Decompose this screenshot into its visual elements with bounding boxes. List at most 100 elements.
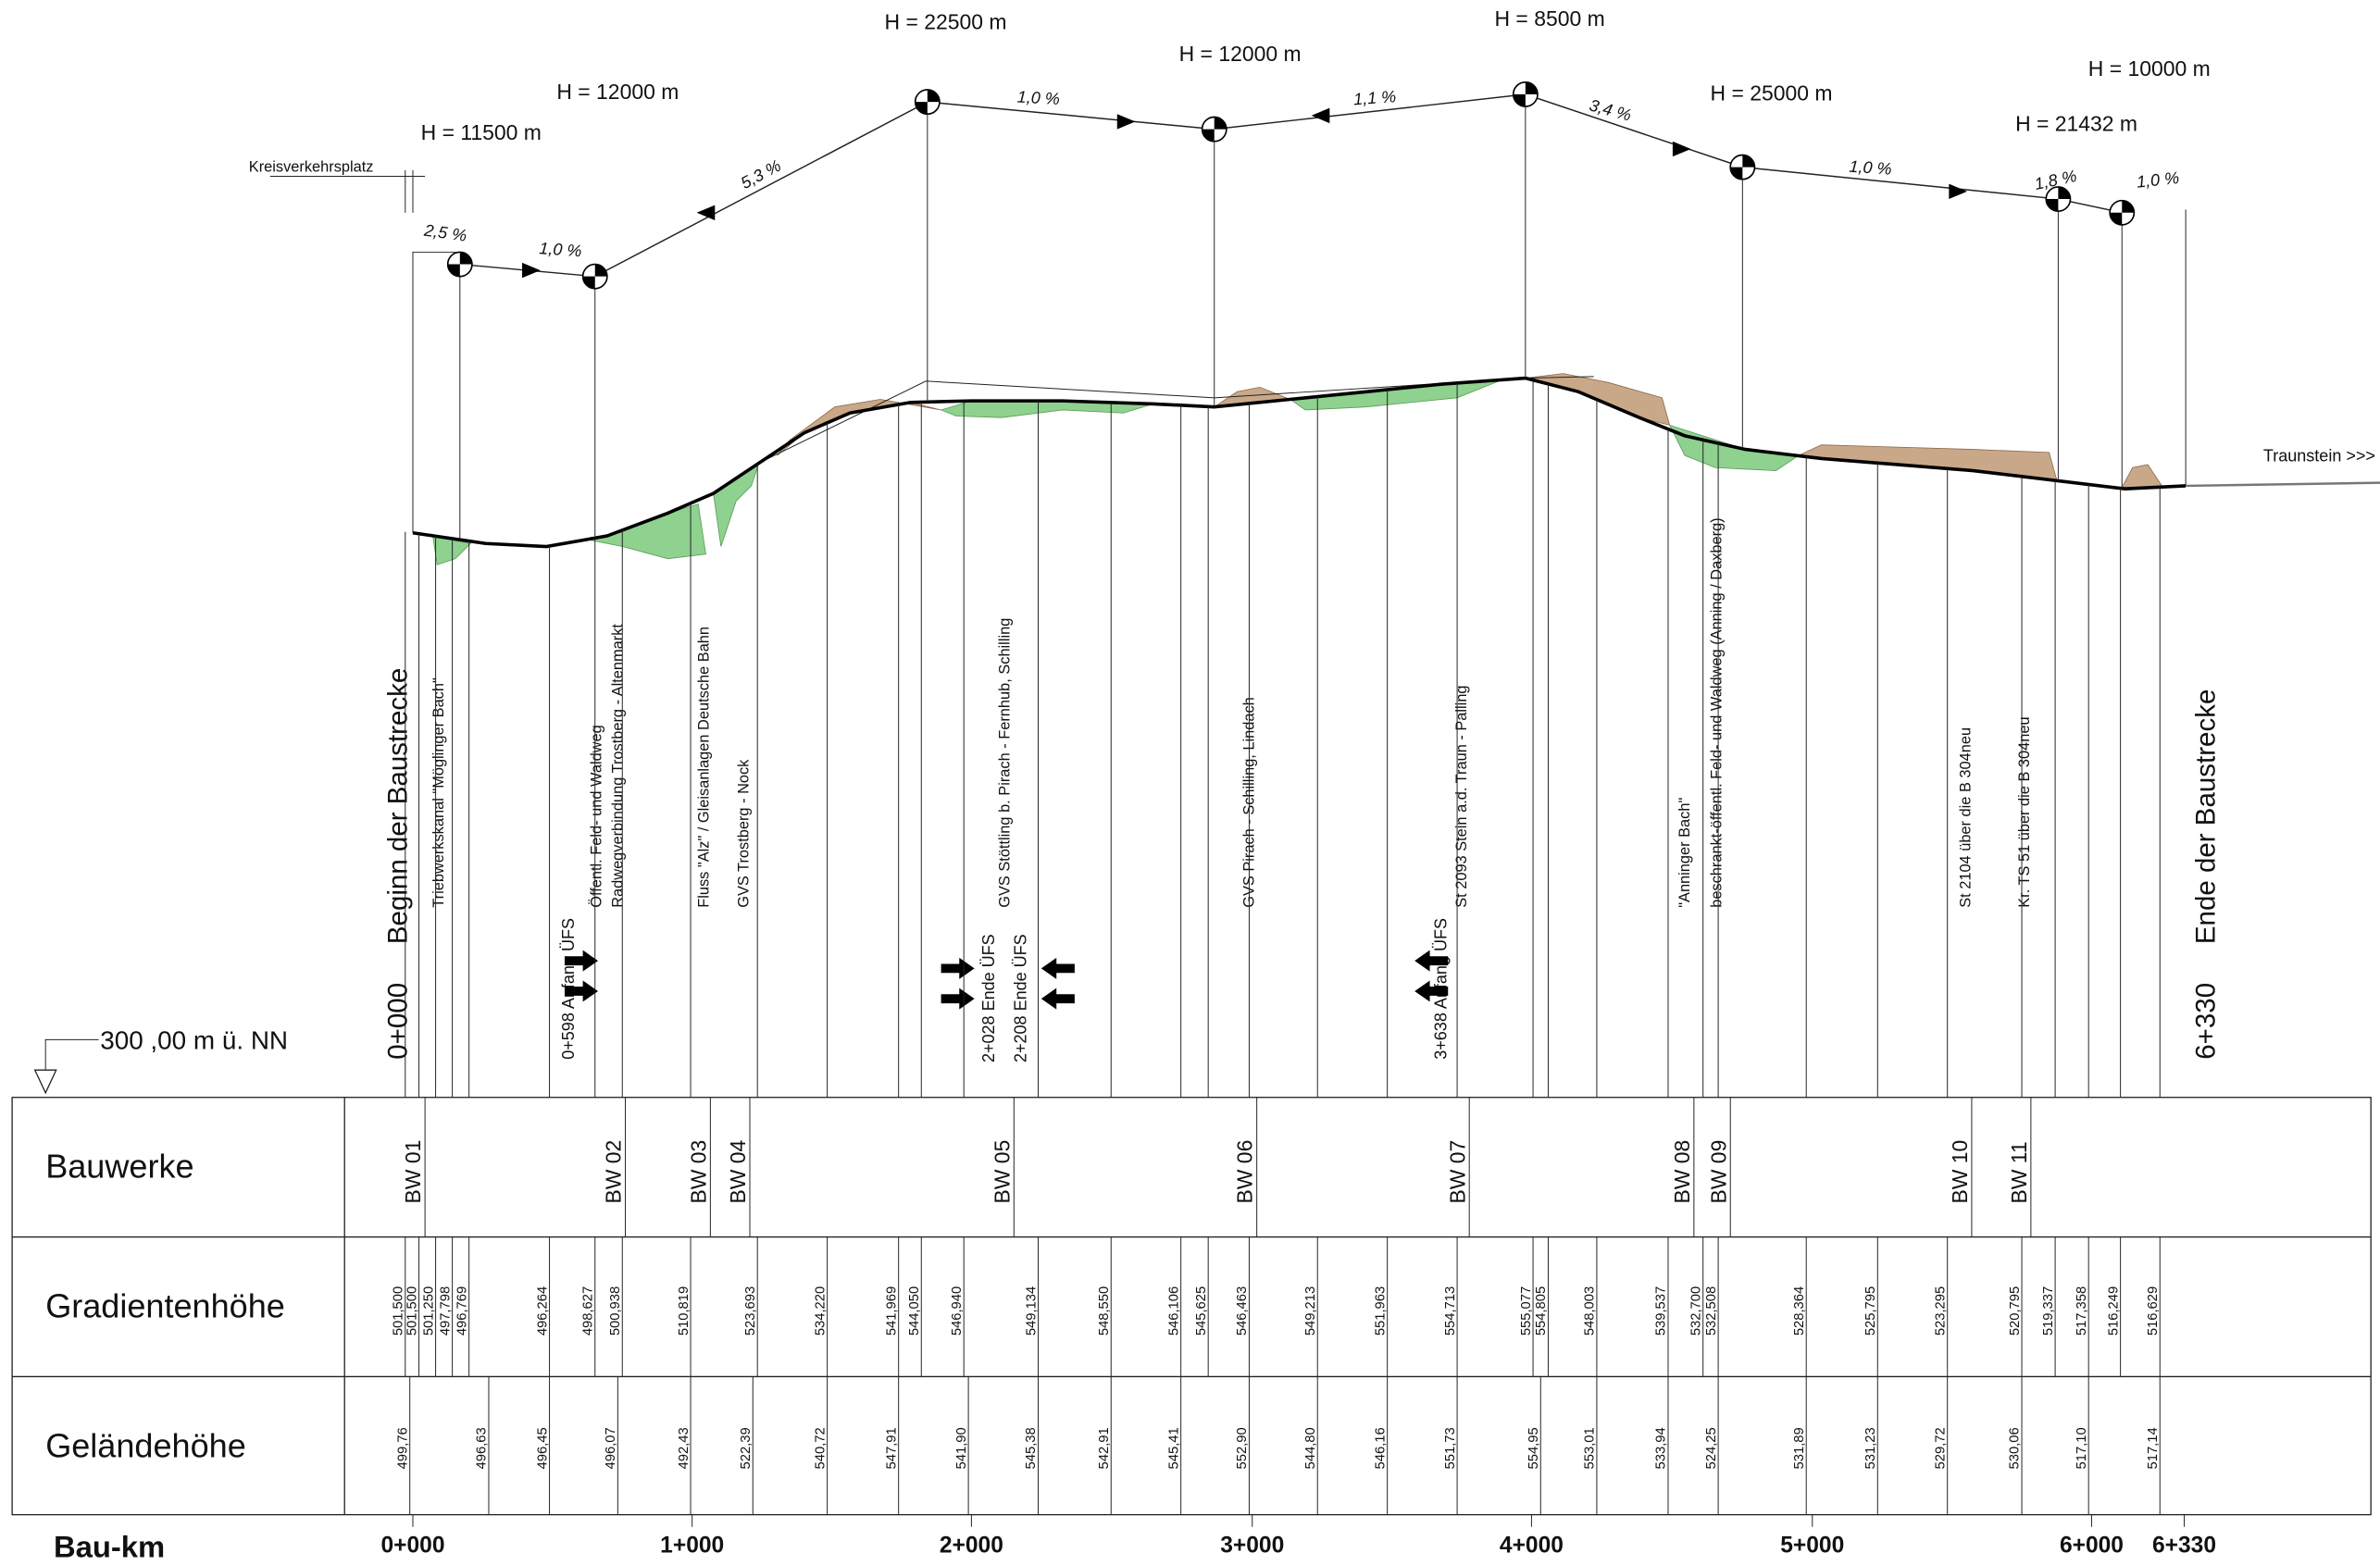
ufs-arrow [564,980,599,1002]
gradient-height: 517,358 [2075,1286,2089,1335]
row-header: Geländehöhe [45,1426,246,1464]
ground-height: 545,38 [1024,1427,1039,1469]
grade-arrow [696,205,716,221]
annotation: St 2093 Stein a.d. Traun - Palling [1453,685,1470,907]
annotation: GVS Trostberg - Nock [735,759,752,908]
gradient-height: 555,077 [1519,1286,1534,1335]
annotation: Triebwerkskanal "Möglinger Bach" [430,677,447,908]
ufs-arrow [564,950,599,972]
curve-point [1513,81,1538,107]
annotation: 2+208 Ende ÜFS [1011,934,1029,1062]
gradient-height: 534,220 [813,1286,828,1335]
annotation: beschrankt-öffentl. Feld- und Waldweg (A… [1708,517,1725,907]
ground-height: 554,95 [1526,1427,1541,1469]
ufs-arrow [1040,957,1075,979]
ufs-arrow [1414,980,1449,1002]
annotation: "Anninger Bach" [1676,798,1693,908]
ground-height: 522,39 [739,1427,754,1469]
annotation: St 2104 über die B 304neu [1957,727,1974,908]
curve-radius: H = 22500 m [885,9,1007,33]
grade-label: 1,0 % [2136,168,2180,192]
ground-height: 517,10 [2075,1427,2089,1469]
gradient-height: 548,550 [1097,1286,1112,1335]
gradient-profile [412,376,2187,549]
annotation: Radwegverbindung Trostberg - Altenmarkt [609,624,626,908]
ground-height: 530,06 [2008,1427,2023,1469]
ground-height: 492,43 [677,1427,692,1469]
ground-height: 496,07 [604,1427,618,1469]
gradient-height: 496,264 [535,1286,550,1335]
km-tick-label: 3+000 [1220,1534,1284,1559]
grade-line [459,93,2123,278]
km-tick-label: 6+000 [2060,1534,2124,1559]
grade-arrow [1949,183,1968,200]
curve-point [1202,117,1227,142]
gradient-height: 554,713 [1443,1286,1458,1335]
annotation: Fluss "Alz" / Gleisanlagen Deutsche Bahn [696,627,713,908]
structure-label: BW 02 [602,1140,626,1204]
annotation: Kr. TS 51 über die B 304neu [2016,716,2033,907]
terrain [412,373,2164,565]
grade-label: 1,0 % [1016,88,1060,108]
gradient-height: 501,500 [392,1286,406,1335]
curve-radius: H = 21432 m [2015,111,2137,135]
curve-radius: H = 12000 m [556,80,679,104]
gradient-height: 549,213 [1303,1286,1318,1335]
ground-height: 546,16 [1373,1427,1388,1469]
ufs-arrow [941,957,975,979]
curve-point [915,89,940,115]
gradient-height: 532,508 [1704,1286,1719,1335]
structure-label: BW 05 [990,1140,1014,1204]
gradient-height: 548,003 [1583,1286,1598,1335]
gradient-height: 551,963 [1373,1286,1388,1335]
gradient-height: 554,805 [1534,1286,1549,1335]
gradient-height: 541,969 [884,1286,899,1335]
grade-label: 1,0 % [539,239,582,260]
row-header: Gradientenhöhe [45,1286,285,1324]
ground-height: 531,89 [1792,1427,1807,1469]
ufs-arrow [1040,987,1075,1010]
gradient-height: 545,625 [1194,1286,1209,1335]
gradient-height: 546,463 [1235,1286,1250,1335]
curve-point [2046,186,2071,212]
table-frame [11,1097,2372,1516]
direction-label: Traunstein >>> [2263,447,2375,466]
curve-radius: H = 12000 m [1179,42,1302,66]
grade-arrow [522,262,541,279]
ground-height: 551,73 [1443,1427,1458,1469]
ground-height: 496,45 [535,1427,550,1469]
gradient-height: 523,693 [743,1286,758,1335]
gradient-height: 523,295 [1933,1286,1948,1335]
ufs-arrow [941,987,975,1010]
datum-symbol [33,1069,57,1095]
ground-height: 529,72 [1933,1427,1948,1469]
continuation [2186,481,2380,488]
grade-arrow [1311,107,1330,124]
ground-height: 552,90 [1235,1427,1250,1469]
annotation: 2+028 Ende ÜFS [979,934,998,1062]
curve-radius: H = 25000 m [1711,81,1833,105]
structure-label: BW 10 [1948,1140,1972,1204]
km-tick-label: 2+000 [940,1534,1003,1559]
ground-height: 540,72 [813,1427,828,1469]
gradient-height: 546,106 [1166,1286,1181,1335]
km-tick-label: 6+330 [2152,1534,2216,1559]
gradient-height: 516,249 [2106,1286,2121,1335]
curve-point [1730,155,1755,180]
grade-label: 5,3 % [738,156,784,193]
ground-height: 553,01 [1583,1427,1598,1469]
annotation: Ende der Baustrecke [2190,689,2221,944]
roundabout-label: Kreisverkehrsplatz [249,159,374,176]
km-tick-label: 5+000 [1780,1534,1844,1559]
ground-height: 499,76 [395,1427,410,1469]
gradient-height: 516,629 [2146,1286,2161,1335]
envelope [412,251,455,533]
annotation: Beginn der Baustrecke [382,668,413,944]
structure-label: BW 07 [1445,1140,1469,1204]
structure-label: BW 08 [1670,1140,1694,1204]
gradient-height: 528,364 [1792,1286,1807,1335]
structure-label: BW 01 [401,1140,425,1204]
annotation: Öffentl. Feld- und Waldweg [588,725,604,908]
